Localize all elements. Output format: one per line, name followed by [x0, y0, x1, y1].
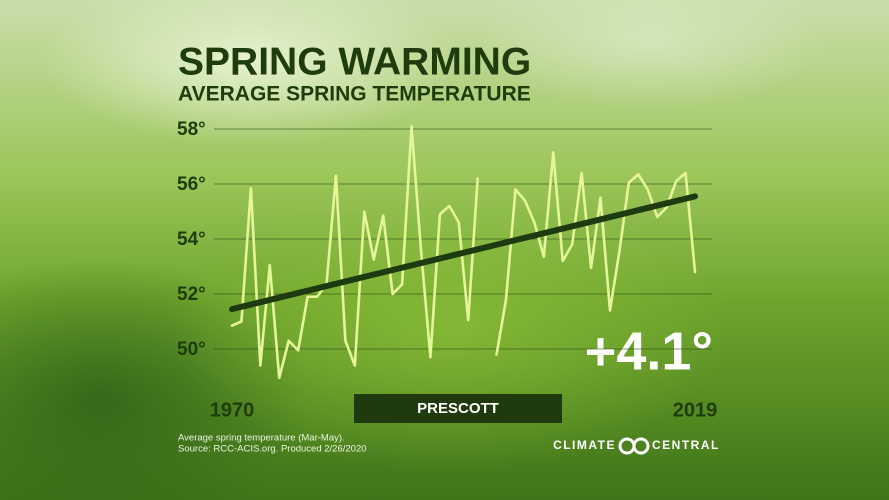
y-tick-label: 54° — [177, 229, 206, 250]
y-tick-label: 56° — [177, 174, 206, 195]
logo — [632, 437, 650, 455]
chart-subtitle: AVERAGE SPRING TEMPERATURE — [178, 83, 531, 106]
data-line — [495, 151, 697, 356]
y-tick-label: 52° — [177, 284, 206, 305]
footnote: Source: RCC-ACIS.org. Produced 2/26/2020 — [178, 444, 367, 455]
y-tick-label: 50° — [177, 339, 206, 360]
y-tick-label: 58° — [177, 119, 206, 140]
location-label: PRESCOTT — [417, 400, 499, 417]
location-box — [354, 394, 562, 423]
logo — [618, 437, 636, 455]
x-tick-label: 2019 — [673, 399, 718, 421]
data-line — [230, 124, 479, 380]
chart-title: SPRING WARMING — [178, 40, 531, 83]
x-tick-label: 1970 — [210, 399, 255, 421]
brand: CENTRAL — [652, 438, 720, 452]
brand: CLIMATE — [553, 438, 616, 452]
trend-line — [229, 193, 698, 313]
change-annotation: +4.1° — [585, 321, 713, 381]
footnote: Average spring temperature (Mar-May). — [178, 433, 345, 444]
